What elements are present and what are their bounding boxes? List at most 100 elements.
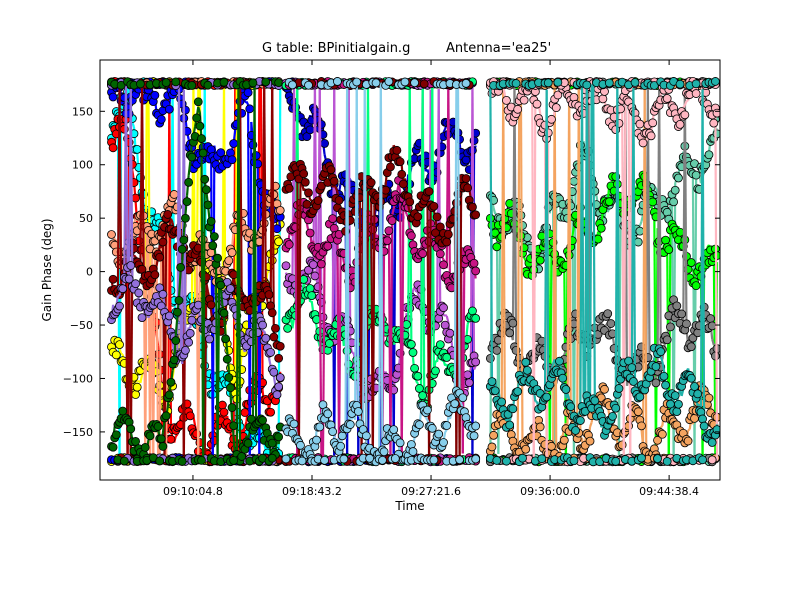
data-point <box>395 438 405 448</box>
data-point <box>134 288 144 298</box>
data-point <box>423 405 432 415</box>
data-point <box>300 177 310 187</box>
data-point <box>381 185 391 195</box>
data-point <box>111 350 121 360</box>
data-point <box>468 202 477 212</box>
data-point <box>669 197 679 207</box>
data-point <box>339 454 349 464</box>
chart-subtitle: Antenna='ea25' <box>446 41 551 56</box>
series-line-3 <box>248 121 253 462</box>
data-point <box>410 78 419 88</box>
data-point <box>471 313 481 323</box>
data-point <box>707 321 717 331</box>
data-point <box>353 407 363 416</box>
data-point <box>187 152 197 162</box>
data-point <box>115 301 124 311</box>
data-point <box>305 125 315 135</box>
data-point <box>310 271 320 281</box>
series-line-14 <box>638 221 643 227</box>
data-point <box>184 337 194 347</box>
data-point <box>323 409 333 419</box>
data-point <box>492 242 502 252</box>
data-point <box>192 113 202 123</box>
data-point <box>205 334 214 344</box>
data-point <box>145 431 155 441</box>
data-point <box>415 420 424 430</box>
data-point <box>508 318 518 328</box>
data-point <box>131 390 140 399</box>
data-point <box>419 79 429 89</box>
data-point <box>226 284 235 293</box>
data-point <box>505 328 515 338</box>
data-point <box>187 81 197 90</box>
data-point <box>219 407 229 417</box>
data-point <box>342 346 352 356</box>
data-point <box>216 280 226 290</box>
data-point <box>392 145 402 155</box>
data-point <box>155 456 165 466</box>
data-point <box>366 178 376 187</box>
data-point <box>670 185 680 195</box>
series-line-2 <box>266 270 270 274</box>
data-point <box>439 303 448 313</box>
data-point <box>402 320 411 329</box>
data-point <box>704 150 714 160</box>
data-point <box>208 241 218 251</box>
data-point <box>150 90 160 100</box>
data-point <box>229 421 239 431</box>
data-point <box>221 334 231 344</box>
data-point <box>603 309 613 318</box>
data-point <box>150 270 160 280</box>
data-point <box>261 333 271 343</box>
data-point <box>187 315 197 325</box>
data-point <box>284 240 294 249</box>
data-point <box>132 382 142 392</box>
data-point <box>406 339 416 349</box>
data-point <box>443 229 453 239</box>
data-point <box>181 213 190 223</box>
data-point <box>274 78 284 88</box>
series-line-5 <box>271 83 275 337</box>
series-line-1 <box>242 426 246 434</box>
data-point <box>604 197 614 207</box>
series-line-7 <box>197 106 201 113</box>
data-point <box>174 296 184 305</box>
series-line-16 <box>563 351 567 355</box>
data-point <box>337 431 347 441</box>
series-line-9 <box>444 314 448 317</box>
data-point <box>266 348 276 357</box>
data-point <box>305 284 315 293</box>
data-point <box>203 200 213 210</box>
data-point <box>206 216 216 226</box>
data-point <box>119 456 129 466</box>
data-point <box>217 400 227 410</box>
data-point <box>185 411 195 421</box>
data-point <box>201 185 211 194</box>
data-point <box>281 454 291 464</box>
data-point <box>677 309 687 319</box>
data-point <box>274 432 284 442</box>
data-point <box>115 340 124 350</box>
series-line-4 <box>144 229 148 461</box>
data-point <box>267 255 277 265</box>
data-point <box>711 351 720 361</box>
data-point <box>365 453 374 463</box>
data-point <box>682 319 691 329</box>
data-point <box>288 80 297 90</box>
data-point <box>284 183 294 193</box>
data-point <box>203 80 213 90</box>
series-line-14 <box>640 214 645 222</box>
series-line-5 <box>140 85 145 269</box>
data-point <box>336 441 346 451</box>
data-point <box>258 415 267 425</box>
data-point <box>177 244 187 254</box>
data-point <box>197 134 206 143</box>
data-point <box>158 237 168 247</box>
data-point <box>274 382 284 392</box>
data-point <box>108 442 118 452</box>
data-point <box>184 177 194 187</box>
series-line-1 <box>168 83 173 430</box>
data-point <box>408 447 418 456</box>
data-point <box>471 454 481 464</box>
